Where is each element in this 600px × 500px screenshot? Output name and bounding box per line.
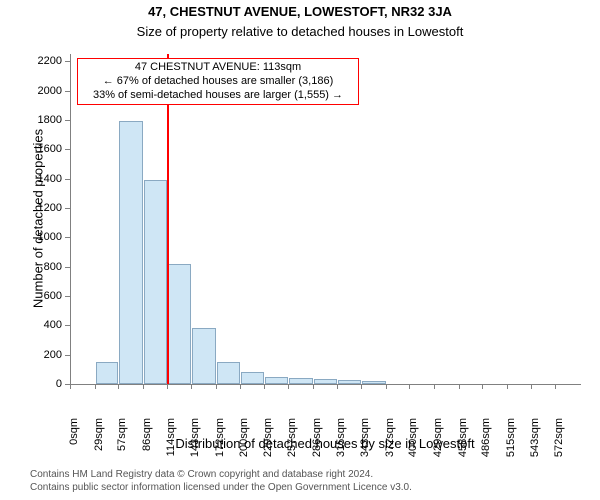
- chart-title: 47, CHESTNUT AVENUE, LOWESTOFT, NR32 3JA: [0, 4, 600, 19]
- histogram-bar: [96, 362, 119, 384]
- x-tick-label: 29sqm: [93, 418, 105, 468]
- y-tick-mark: [65, 355, 70, 356]
- y-tick-label: 0: [28, 378, 62, 390]
- x-tick-mark: [191, 384, 192, 389]
- y-tick-mark: [65, 237, 70, 238]
- x-tick-mark: [216, 384, 217, 389]
- chart-container: 47, CHESTNUT AVENUE, LOWESTOFT, NR32 3JA…: [0, 0, 600, 500]
- x-tick-mark: [555, 384, 556, 389]
- x-tick-mark: [240, 384, 241, 389]
- histogram-bar: [338, 380, 361, 384]
- histogram-bar: [241, 372, 265, 384]
- x-tick-mark: [313, 384, 314, 389]
- y-tick-label: 1600: [28, 143, 62, 155]
- x-tick-label: 429sqm: [432, 418, 444, 468]
- annotation-line: 47 CHESTNUT AVENUE: 113sqm: [82, 61, 354, 75]
- x-tick-mark: [386, 384, 387, 389]
- annotation-line: 33% of semi-detached houses are larger (…: [82, 89, 354, 103]
- x-tick-label: 543sqm: [529, 418, 541, 468]
- x-tick-mark: [288, 384, 289, 389]
- y-tick-label: 1400: [28, 173, 62, 185]
- x-tick-label: 515sqm: [505, 418, 517, 468]
- histogram-bar: [289, 378, 313, 384]
- chart-subtitle: Size of property relative to detached ho…: [0, 24, 600, 39]
- y-tick-label: 600: [28, 290, 62, 302]
- x-tick-mark: [95, 384, 96, 389]
- y-tick-label: 2200: [28, 55, 62, 67]
- y-tick-label: 1000: [28, 231, 62, 243]
- x-tick-label: 286sqm: [311, 418, 323, 468]
- footer-line: Contains public sector information licen…: [30, 481, 412, 494]
- y-tick-mark: [65, 325, 70, 326]
- x-tick-label: 172sqm: [214, 418, 226, 468]
- histogram-bar: [362, 381, 386, 384]
- x-tick-mark: [118, 384, 119, 389]
- x-tick-mark: [531, 384, 532, 389]
- y-tick-mark: [65, 267, 70, 268]
- y-tick-mark: [65, 61, 70, 62]
- histogram-bar: [314, 379, 338, 384]
- x-tick-mark: [264, 384, 265, 389]
- x-tick-label: 57sqm: [116, 418, 128, 468]
- histogram-bar: [119, 121, 143, 384]
- x-tick-label: 114sqm: [165, 418, 177, 468]
- y-tick-mark: [65, 91, 70, 92]
- x-tick-mark: [482, 384, 483, 389]
- y-tick-mark: [65, 296, 70, 297]
- histogram-bar: [217, 362, 240, 384]
- y-tick-mark: [65, 208, 70, 209]
- x-tick-mark: [507, 384, 508, 389]
- histogram-bar: [265, 377, 288, 384]
- footer-line: Contains HM Land Registry data © Crown c…: [30, 468, 412, 481]
- footer-attribution: Contains HM Land Registry data © Crown c…: [30, 468, 412, 494]
- y-tick-label: 400: [28, 319, 62, 331]
- y-tick-mark: [65, 120, 70, 121]
- y-tick-label: 1200: [28, 202, 62, 214]
- annotation-line: ← 67% of detached houses are smaller (3,…: [82, 75, 354, 89]
- x-tick-mark: [409, 384, 410, 389]
- x-tick-label: 86sqm: [141, 418, 153, 468]
- x-tick-mark: [337, 384, 338, 389]
- x-tick-mark: [70, 384, 71, 389]
- x-tick-label: 400sqm: [407, 418, 419, 468]
- x-tick-label: 315sqm: [335, 418, 347, 468]
- x-tick-mark: [434, 384, 435, 389]
- x-tick-label: 486sqm: [480, 418, 492, 468]
- x-tick-mark: [167, 384, 168, 389]
- y-tick-mark: [65, 149, 70, 150]
- histogram-bar: [192, 328, 216, 384]
- x-tick-label: 343sqm: [359, 418, 371, 468]
- x-tick-label: 229sqm: [262, 418, 274, 468]
- x-tick-label: 0sqm: [68, 418, 80, 468]
- plot-area: 47 CHESTNUT AVENUE: 113sqm← 67% of detac…: [70, 54, 581, 385]
- x-tick-mark: [459, 384, 460, 389]
- y-tick-label: 200: [28, 349, 62, 361]
- y-tick-label: 2000: [28, 85, 62, 97]
- x-tick-label: 143sqm: [189, 418, 201, 468]
- annotation-box: 47 CHESTNUT AVENUE: 113sqm← 67% of detac…: [77, 58, 359, 105]
- histogram-bar: [168, 264, 192, 384]
- x-tick-mark: [143, 384, 144, 389]
- x-tick-label: 372sqm: [384, 418, 396, 468]
- histogram-bar: [144, 180, 167, 384]
- x-tick-label: 257sqm: [286, 418, 298, 468]
- y-tick-mark: [65, 179, 70, 180]
- y-tick-label: 1800: [28, 114, 62, 126]
- x-tick-mark: [361, 384, 362, 389]
- y-axis-label: Number of detached properties: [31, 89, 46, 349]
- x-tick-label: 200sqm: [238, 418, 250, 468]
- x-tick-label: 458sqm: [457, 418, 469, 468]
- x-tick-label: 572sqm: [553, 418, 565, 468]
- y-tick-label: 800: [28, 261, 62, 273]
